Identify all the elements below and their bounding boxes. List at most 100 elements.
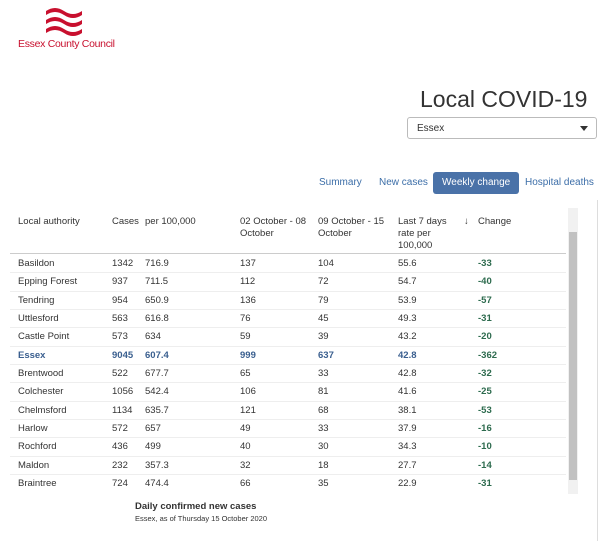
- table-cell: 42.8: [398, 367, 417, 379]
- table-cell: 137: [240, 258, 256, 269]
- table-cell: 79: [318, 294, 329, 306]
- table-cell: 37.9: [398, 422, 417, 434]
- table-cell: 35: [318, 477, 329, 489]
- table-cell: 436: [112, 441, 128, 453]
- table-cell: 937: [112, 276, 128, 288]
- table-cell: 357.3: [145, 459, 169, 471]
- table-cell: 27.7: [398, 459, 417, 471]
- table-cell: Uttlesford: [18, 312, 59, 324]
- table-cell: 1342: [112, 258, 134, 269]
- row-divider: [10, 363, 566, 365]
- column-header: Cases: [112, 216, 139, 227]
- tab[interactable]: Weekly change: [433, 172, 520, 194]
- table-cell: 121: [240, 404, 256, 416]
- row-divider: [10, 418, 566, 420]
- table-cell: 59: [240, 331, 251, 343]
- tab[interactable]: Summary: [319, 177, 362, 188]
- table-cell: 677.7: [145, 367, 169, 379]
- table-cell: -31: [478, 477, 492, 489]
- column-header: per 100,000: [145, 216, 196, 227]
- page-title: Local COVID-19: [420, 86, 588, 112]
- table-cell: 1134: [112, 404, 133, 416]
- table-cell: 563: [112, 312, 128, 324]
- table-cell: -31: [478, 312, 492, 324]
- row-divider: [10, 473, 566, 475]
- column-header: Local authority: [18, 216, 80, 227]
- table-cell: 716.9: [145, 258, 169, 269]
- table-cell: -20: [478, 331, 492, 343]
- table-cell: 711.5: [145, 276, 169, 288]
- table-cell: Essex: [18, 349, 46, 361]
- table-cell: 76: [240, 312, 251, 324]
- column-header: 09 October - 15 October: [318, 216, 385, 239]
- table-cell: 572: [112, 422, 128, 434]
- header-rule: [10, 253, 566, 254]
- logo: [46, 8, 82, 36]
- table-cell: 724: [112, 477, 128, 489]
- table-cell: Maldon: [18, 459, 50, 471]
- table-cell: 43.2: [398, 331, 417, 343]
- table-cell: 42.8: [398, 349, 417, 361]
- table-cell: 232: [112, 459, 128, 471]
- row-divider: [10, 382, 566, 384]
- table-cell: 573: [112, 331, 128, 343]
- table-cell: 38.1: [398, 404, 417, 416]
- table-cell: Braintree: [18, 477, 57, 489]
- table-cell: 66: [240, 477, 251, 489]
- table-cell: 9045: [112, 349, 134, 361]
- table-cell: 106: [240, 386, 256, 398]
- table-cell: 40: [240, 441, 251, 453]
- table-cell: -16: [478, 422, 492, 434]
- table-cell: 499: [145, 441, 161, 453]
- table-cell: 634: [145, 331, 161, 343]
- table-cell: Brentwood: [18, 367, 64, 379]
- org-name: Essex County Council: [18, 38, 115, 50]
- table-cell: 635.7: [145, 404, 169, 416]
- table-cell: 49.3: [398, 312, 417, 324]
- area-dropdown[interactable]: Essex: [407, 117, 597, 139]
- table-cell: Chelmsford: [18, 404, 67, 416]
- tab[interactable]: Hospital deaths: [525, 177, 594, 188]
- tab[interactable]: New cases: [379, 177, 428, 188]
- table-cell: Epping Forest: [18, 276, 78, 288]
- row-divider: [10, 308, 566, 310]
- table-cell: 637: [318, 349, 334, 361]
- table-cell: 616.8: [145, 312, 169, 324]
- table-cell: 112: [240, 276, 256, 288]
- table-cell: 607.4: [145, 349, 169, 361]
- row-divider: [10, 437, 566, 439]
- column-header: Last 7 days rate per 100,000: [398, 216, 447, 251]
- column-header[interactable]: ↓: [464, 216, 469, 227]
- table-cell: 81: [318, 386, 329, 398]
- table-cell: 999: [240, 349, 256, 361]
- row-divider: [10, 290, 566, 292]
- table-cell: 22.9: [398, 477, 417, 489]
- table-cell: Castle Point: [18, 331, 70, 343]
- table-cell: -32: [478, 367, 492, 379]
- column-header: 02 October - 08 October: [240, 216, 307, 239]
- table-cell: 53.9: [398, 294, 417, 306]
- table-cell: 68: [318, 404, 329, 416]
- table-cell: 39: [318, 331, 329, 343]
- table-cell: Tendring: [18, 294, 55, 306]
- table-cell: 542.4: [145, 386, 169, 398]
- table-cell: 650.9: [145, 294, 169, 306]
- table-cell: 72: [318, 276, 329, 288]
- table-cell: 65: [240, 367, 251, 379]
- table-cell: 104: [318, 258, 334, 269]
- table-cell: 41.6: [398, 386, 417, 398]
- table-cell: 474.4: [145, 477, 169, 489]
- table-cell: Rochford: [18, 441, 57, 453]
- row-divider: [10, 455, 566, 457]
- table-cell: Harlow: [18, 422, 48, 434]
- table-cell: -33: [478, 258, 492, 269]
- table-cell: Colchester: [18, 386, 64, 398]
- row-divider: [10, 400, 566, 402]
- table-cell: 33: [318, 422, 329, 434]
- table-cell: 136: [240, 294, 256, 306]
- panel-edge: [597, 200, 598, 541]
- scroll-thumb[interactable]: [569, 232, 577, 480]
- table-cell: 1056: [112, 386, 134, 398]
- table-cell: -25: [478, 386, 492, 398]
